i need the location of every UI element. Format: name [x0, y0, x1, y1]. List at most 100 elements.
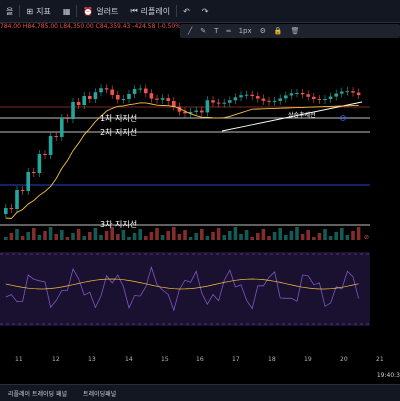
candle	[278, 98, 282, 101]
volume-bar	[144, 236, 148, 240]
brush-tool-icon[interactable]: ✎	[200, 27, 207, 35]
candle	[340, 91, 344, 94]
trendline-handle[interactable]	[340, 115, 346, 121]
volume-bar	[272, 232, 277, 240]
volume-bar	[261, 229, 266, 240]
volume-bar	[127, 237, 131, 240]
volume-bar	[65, 237, 70, 240]
candle	[312, 96, 316, 100]
support-label-1: 1차 지지선	[100, 114, 137, 123]
candle	[289, 93, 294, 96]
candle	[116, 94, 120, 100]
candle	[233, 97, 238, 101]
trading-panel-tab[interactable]: 트레이딩패널	[83, 390, 117, 398]
layout-button[interactable]: ▦	[57, 0, 77, 22]
candle	[306, 94, 310, 97]
volume-pane	[4, 227, 361, 240]
candle	[244, 94, 249, 96]
volume-bar	[32, 228, 36, 240]
volume-bar	[4, 237, 8, 240]
volume-marker-icon[interactable]: ⊘	[364, 234, 369, 241]
candle	[188, 111, 193, 114]
volume-bar	[166, 231, 170, 240]
candle	[211, 100, 215, 103]
volume-bar	[177, 234, 182, 240]
undo-button[interactable]: ↶	[177, 0, 196, 22]
candle	[26, 172, 30, 191]
volume-bar	[37, 235, 42, 240]
replay-label: 리플레이	[140, 6, 171, 16]
price-chart[interactable]: 1차 지지선 2차 지지선 3차 지지선 상승추세선 ⊘	[0, 22, 400, 352]
indicators-button[interactable]: ⊞ 지표	[20, 0, 56, 22]
settings-gear-icon[interactable]: ⚙	[259, 27, 266, 35]
volume-bar	[200, 229, 204, 240]
candle	[272, 100, 277, 102]
redo-button[interactable]: ↷	[196, 0, 215, 22]
time-label: 17	[232, 356, 240, 363]
volume-bar	[323, 229, 327, 240]
candle	[132, 88, 137, 94]
candle	[334, 93, 338, 97]
volume-bar	[284, 235, 288, 240]
replay-button[interactable]: ⏮ 리플레이	[124, 0, 176, 22]
candle	[82, 96, 86, 105]
volume-bar	[306, 230, 310, 240]
alert-button[interactable]: ⏰ 얼러트	[77, 0, 124, 22]
candle	[295, 92, 299, 94]
rsi-pane	[0, 252, 370, 326]
volume-bar	[334, 232, 338, 240]
rsi-line	[5, 265, 359, 312]
candle	[76, 102, 81, 105]
volume-bar	[172, 227, 176, 240]
candle	[32, 172, 36, 173]
candle	[43, 154, 47, 155]
volume-bar	[250, 237, 254, 240]
candle	[256, 96, 260, 99]
time-label: 15	[161, 356, 169, 363]
replay-icon: ⏮	[130, 6, 138, 15]
volume-bar	[82, 236, 86, 240]
text-tool-icon[interactable]: T	[214, 27, 219, 35]
moving-average-line	[5, 102, 359, 219]
indicators-label: 지표	[36, 6, 51, 16]
candle	[65, 118, 70, 119]
line-width-button[interactable]: 1px	[238, 27, 252, 35]
clock-readout: 19:40:3	[376, 372, 400, 379]
candle	[20, 190, 25, 191]
alert-label: 얼러트	[96, 6, 119, 16]
volume-bar	[205, 236, 210, 240]
undo-icon: ↶	[183, 6, 190, 16]
volume-bar	[43, 231, 47, 240]
candle	[250, 94, 254, 97]
volume-bar	[54, 234, 58, 240]
candle	[345, 91, 350, 93]
candle	[172, 101, 176, 107]
volume-bar	[20, 236, 25, 240]
lock-icon[interactable]: 🔒	[273, 27, 283, 35]
line-style-icon[interactable]: ═	[226, 27, 231, 35]
alarm-clock-icon: ⏰	[83, 6, 94, 16]
trendline-tool-icon[interactable]: ╱	[188, 27, 193, 35]
volume-bar	[110, 227, 114, 240]
volume-bar	[132, 233, 137, 240]
time-label: 14	[125, 356, 133, 363]
candle	[149, 93, 154, 99]
candle	[194, 110, 198, 112]
replay-trading-panel-tab[interactable]: 리플레이 트레이딩 패널	[8, 390, 68, 398]
volume-bar	[104, 231, 109, 240]
volume-bar	[149, 232, 154, 240]
candle	[155, 98, 159, 100]
toolbar-left-fragment[interactable]: 을	[6, 6, 14, 16]
candle	[300, 92, 305, 95]
candle	[284, 95, 288, 99]
toolbar-separator	[76, 5, 78, 17]
drawing-toolbar: ╱ ✎ T ═ 1px ⚙ 🔒 🗑	[180, 24, 400, 38]
candle	[54, 136, 58, 137]
layout-grid-icon: ▦	[62, 6, 71, 16]
trash-icon[interactable]: 🗑	[290, 27, 300, 35]
volume-bar	[88, 232, 92, 240]
uptrend-line	[221, 101, 363, 132]
candle	[323, 99, 327, 101]
volume-bar	[99, 235, 103, 240]
candle	[88, 96, 92, 99]
